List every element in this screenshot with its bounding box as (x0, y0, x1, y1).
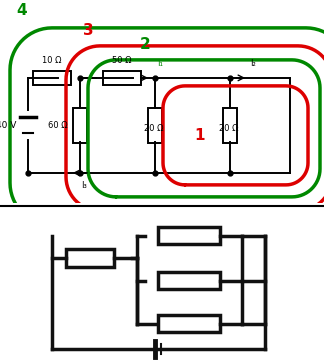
FancyBboxPatch shape (223, 108, 237, 143)
Text: I₂: I₂ (250, 59, 256, 68)
Text: 60 Ω: 60 Ω (48, 121, 68, 130)
Text: I₁: I₁ (157, 59, 163, 68)
Text: 20 Ω: 20 Ω (219, 124, 239, 133)
Text: 50 Ω: 50 Ω (112, 56, 131, 65)
Text: I₃: I₃ (81, 181, 87, 190)
Text: 2: 2 (140, 37, 150, 52)
Text: 10 Ω: 10 Ω (42, 56, 62, 65)
FancyBboxPatch shape (158, 272, 220, 290)
Text: 3: 3 (83, 23, 93, 38)
FancyBboxPatch shape (148, 108, 162, 143)
FancyBboxPatch shape (158, 227, 220, 244)
FancyBboxPatch shape (33, 71, 71, 85)
FancyBboxPatch shape (158, 316, 220, 332)
Text: 20 Ω: 20 Ω (144, 124, 164, 133)
Text: 1: 1 (195, 128, 205, 143)
Text: 4: 4 (17, 3, 27, 18)
FancyBboxPatch shape (73, 108, 87, 143)
FancyBboxPatch shape (102, 71, 141, 85)
Text: 40 V: 40 V (0, 121, 16, 130)
FancyBboxPatch shape (66, 249, 114, 267)
